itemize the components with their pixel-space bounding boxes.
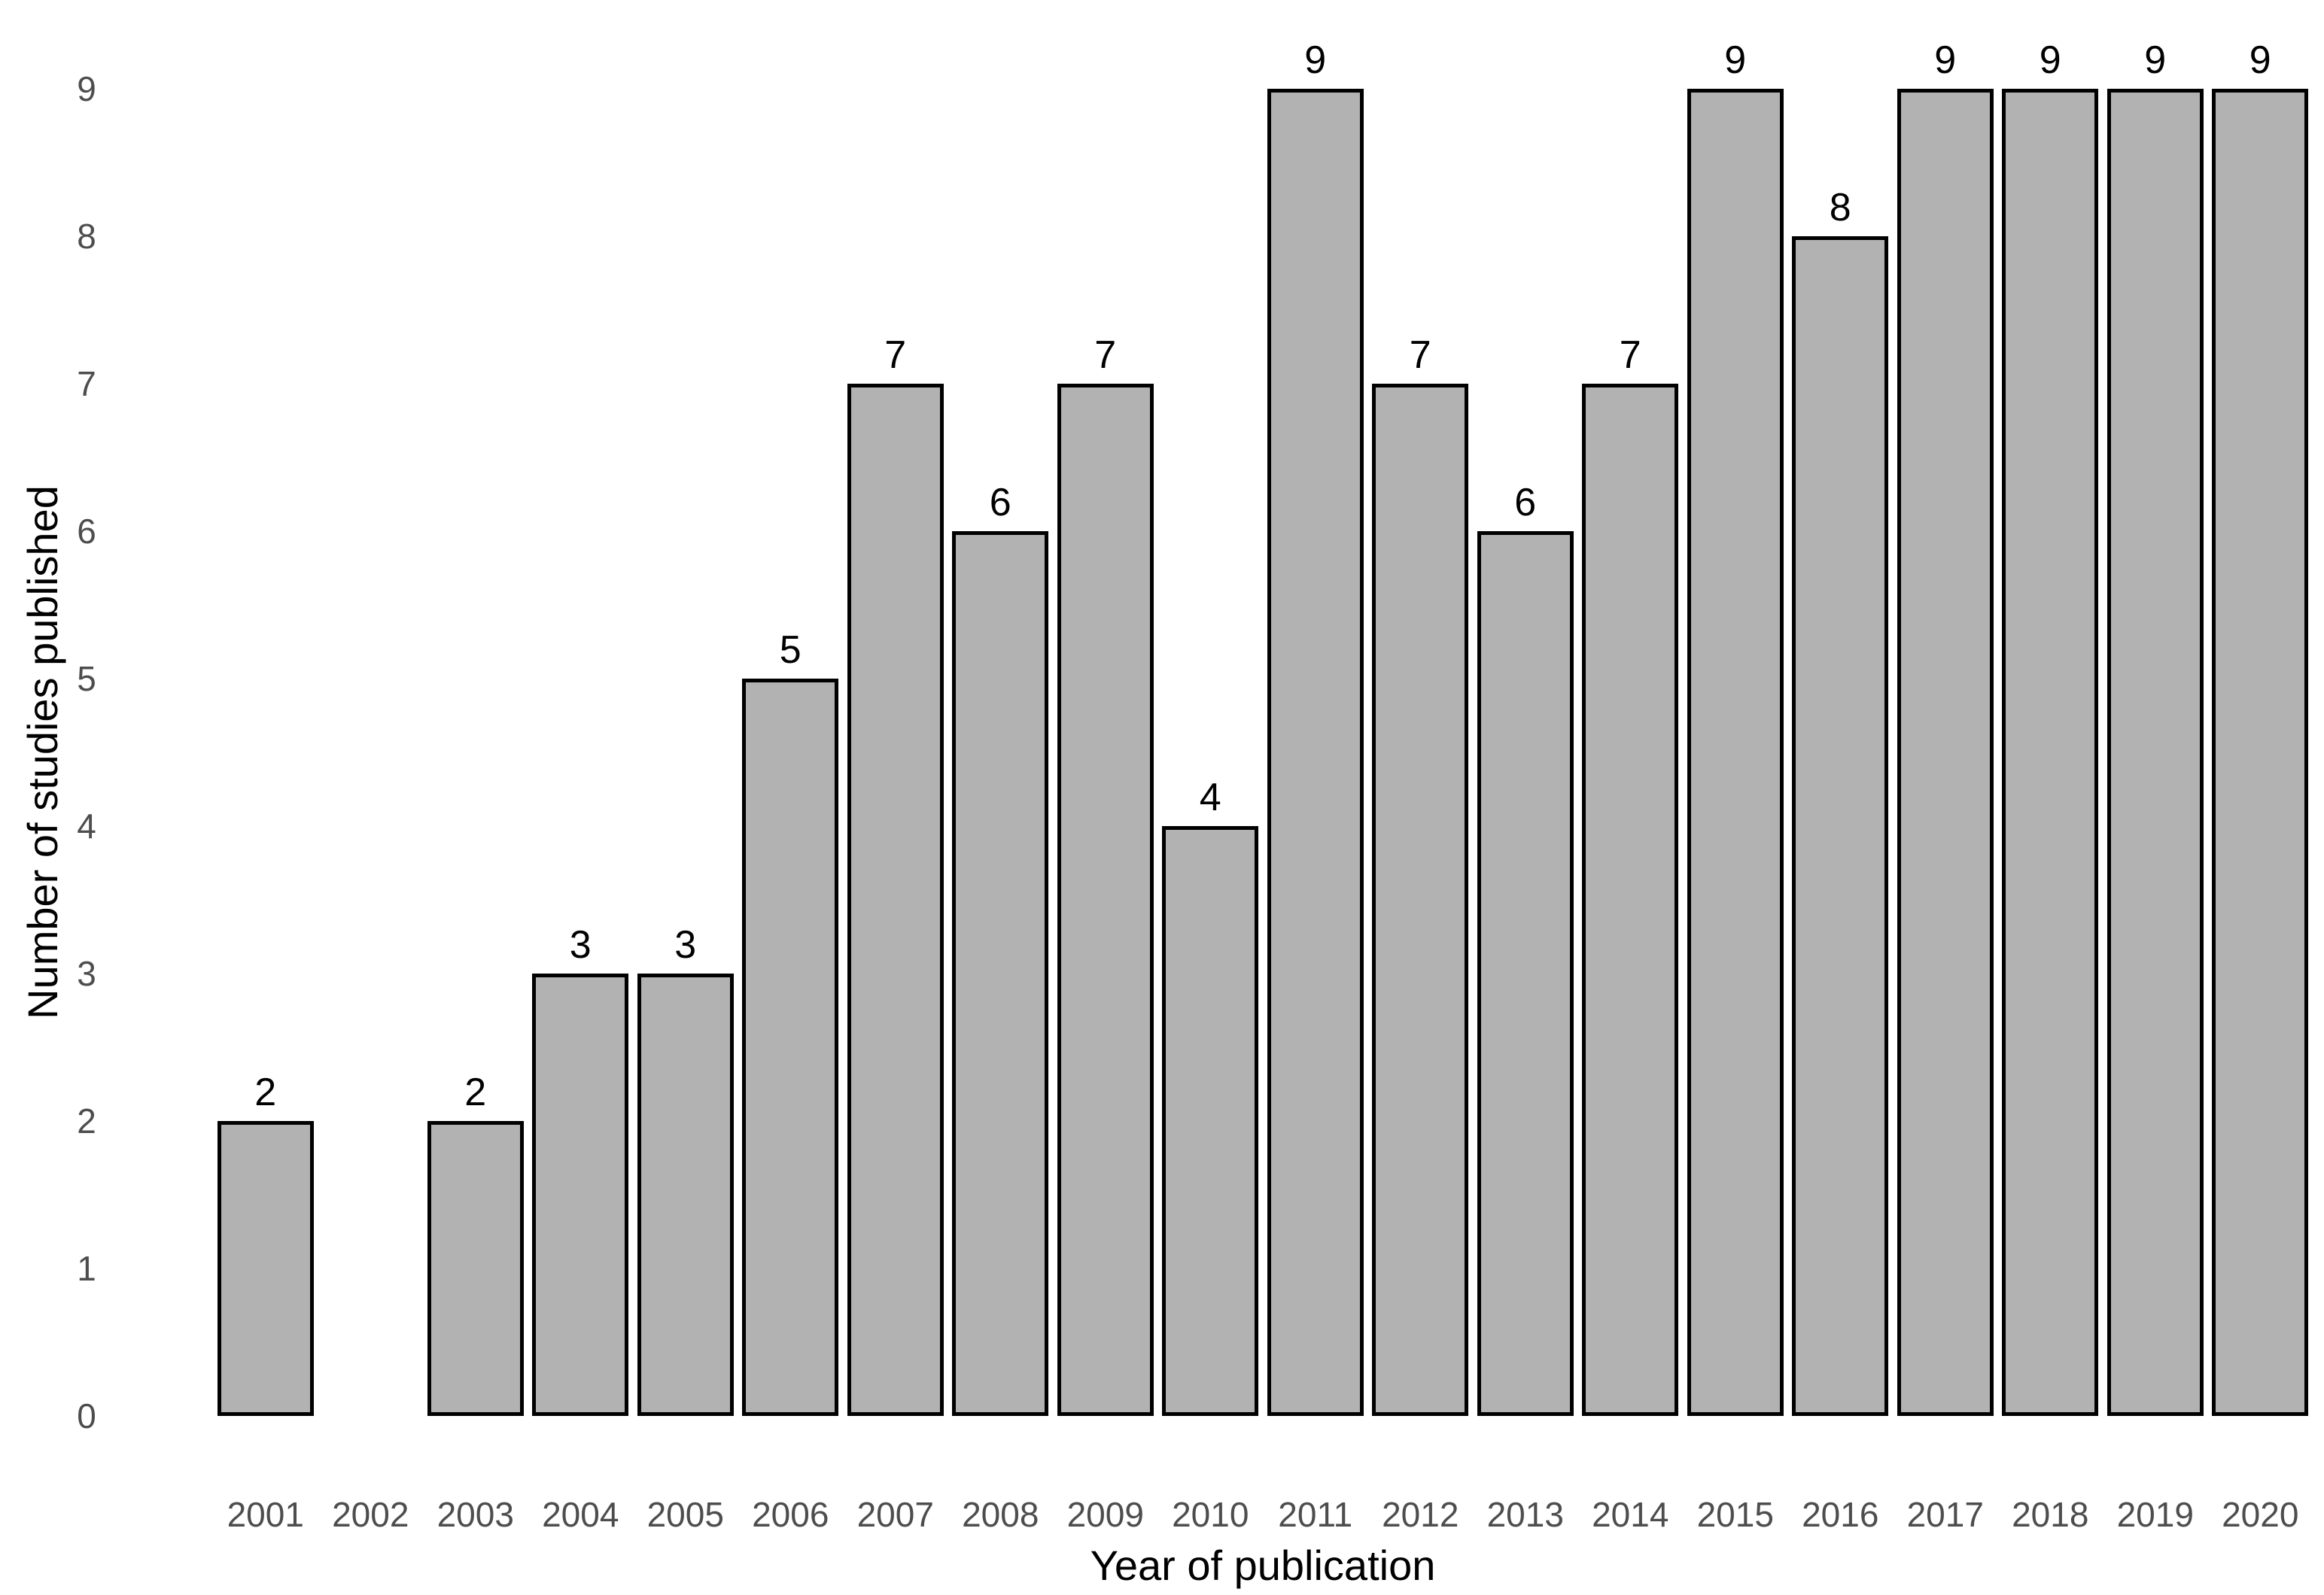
bar-value-label-2006: 5: [779, 628, 802, 672]
plot-area: 2 2 3 3 5 7 6 7 4 9 7 6 7 9 8 9 9 9 9: [213, 39, 2313, 1416]
x-tick-label-2016: 2016: [1802, 1495, 1879, 1534]
y-tick-label-3: 3: [77, 954, 96, 993]
x-tick-label-2018: 2018: [2012, 1495, 2089, 1534]
bar-2006: [742, 679, 839, 1416]
x-tick-label-2002: 2002: [332, 1495, 409, 1534]
bar-value-label-2007: 7: [884, 333, 907, 377]
y-tick-label-2: 2: [77, 1101, 96, 1141]
bar-2017: [1897, 89, 1994, 1416]
bar-2018: [2002, 89, 2099, 1416]
bar-slot-2015: 9: [1683, 39, 1788, 1416]
x-tick-label-2004: 2004: [542, 1495, 619, 1534]
bar-slot-2001: 2: [213, 89, 318, 1416]
y-tick-label-0: 0: [77, 1396, 96, 1436]
bar-2020: [2212, 89, 2309, 1416]
x-tick-label-2017: 2017: [1906, 1495, 1984, 1534]
bar-value-label-2011: 9: [1304, 38, 1327, 82]
bar-2014: [1582, 384, 1679, 1416]
bar-slot-2013: 6: [1473, 89, 1578, 1416]
bar-value-label-2003: 2: [464, 1071, 487, 1115]
x-tick-label-2010: 2010: [1172, 1495, 1249, 1534]
y-tick-label-5: 5: [77, 659, 96, 698]
bar-slot-2002: [318, 89, 424, 1416]
bar-value-label-2016: 8: [1829, 186, 1851, 230]
bar-2016: [1792, 236, 1889, 1416]
x-tick-label-2009: 2009: [1066, 1495, 1144, 1534]
bar-value-label-2013: 6: [1514, 481, 1537, 525]
x-axis-title: Year of publication: [1090, 1542, 1436, 1589]
bar-2007: [847, 384, 944, 1416]
bar-slot-2017: 9: [1893, 39, 1998, 1416]
bar-value-label-2001: 2: [254, 1071, 277, 1115]
bar-slot-2003: 2: [423, 89, 528, 1416]
bar-2008: [952, 531, 1049, 1416]
bar-slot-2007: 7: [843, 89, 948, 1416]
x-tick-label-2015: 2015: [1696, 1495, 1774, 1534]
bar-2011: [1267, 89, 1364, 1416]
bar-slot-2012: 7: [1368, 89, 1474, 1416]
bar-2010: [1162, 826, 1259, 1416]
bar-value-label-2015: 9: [1724, 38, 1747, 82]
bar-value-label-2014: 7: [1619, 333, 1641, 377]
bar-slot-2019: 9: [2103, 39, 2208, 1416]
y-tick-label-1: 1: [77, 1249, 96, 1288]
bar-value-label-2009: 7: [1094, 333, 1117, 377]
bar-slot-2011: 9: [1263, 39, 1368, 1416]
bar-value-label-2020: 9: [2249, 38, 2271, 82]
bar-slot-2014: 7: [1578, 89, 1684, 1416]
bar-2004: [532, 974, 629, 1416]
y-tick-label-4: 4: [77, 807, 96, 846]
bar-2005: [637, 974, 734, 1416]
bar-slot-2005: 3: [633, 89, 738, 1416]
y-tick-label-6: 6: [77, 512, 96, 551]
x-tick-label-2014: 2014: [1592, 1495, 1669, 1534]
bar-value-label-2018: 9: [2039, 38, 2061, 82]
x-tick-label-2007: 2007: [856, 1495, 934, 1534]
y-axis-title: Number of studies published: [19, 485, 66, 1019]
x-tick-label-2011: 2011: [1278, 1495, 1353, 1534]
bar-slot-2004: 3: [528, 89, 634, 1416]
bar-slot-2008: 6: [948, 89, 1054, 1416]
y-tick-label-8: 8: [77, 217, 96, 256]
bar-slot-2006: 5: [738, 89, 844, 1416]
bar-value-label-2005: 3: [674, 923, 697, 968]
bar-value-label-2012: 7: [1409, 333, 1431, 377]
bar-value-label-2017: 9: [1934, 38, 1957, 82]
x-tick-label-2001: 2001: [227, 1495, 304, 1534]
x-tick-label-2020: 2020: [2222, 1495, 2299, 1534]
bar-slot-2016: 8: [1788, 89, 1894, 1416]
bar-value-label-2008: 6: [989, 481, 1011, 525]
x-tick-label-2006: 2006: [752, 1495, 829, 1534]
bar-slot-2018: 9: [1998, 39, 2103, 1416]
x-tick-label-2019: 2019: [2116, 1495, 2194, 1534]
bar-2001: [217, 1121, 314, 1416]
bar-2003: [427, 1121, 524, 1416]
bar-2009: [1057, 384, 1154, 1416]
x-tick-label-2012: 2012: [1382, 1495, 1459, 1534]
bar-value-label-2019: 9: [2144, 38, 2167, 82]
y-tick-label-7: 7: [77, 364, 96, 403]
bar-value-label-2010: 4: [1199, 776, 1221, 820]
bar-2013: [1477, 531, 1574, 1416]
bar-2012: [1372, 384, 1469, 1416]
y-tick-label-9: 9: [77, 69, 96, 108]
bar-value-label-2004: 3: [569, 923, 592, 968]
bar-2019: [2107, 89, 2204, 1416]
bar-slot-2010: 4: [1158, 89, 1264, 1416]
x-tick-label-2013: 2013: [1486, 1495, 1564, 1534]
bar-slot-2009: 7: [1053, 89, 1158, 1416]
bar-slot-2020: 9: [2208, 39, 2313, 1416]
x-tick-label-2008: 2008: [962, 1495, 1039, 1534]
x-tick-label-2005: 2005: [646, 1495, 724, 1534]
x-axis-tick-labels: 2001 2002 2003 2004 2005 2006 2007 2008 2009 2010…: [213, 1493, 2313, 1536]
x-tick-label-2003: 2003: [437, 1495, 514, 1534]
bar-2015: [1687, 89, 1784, 1416]
